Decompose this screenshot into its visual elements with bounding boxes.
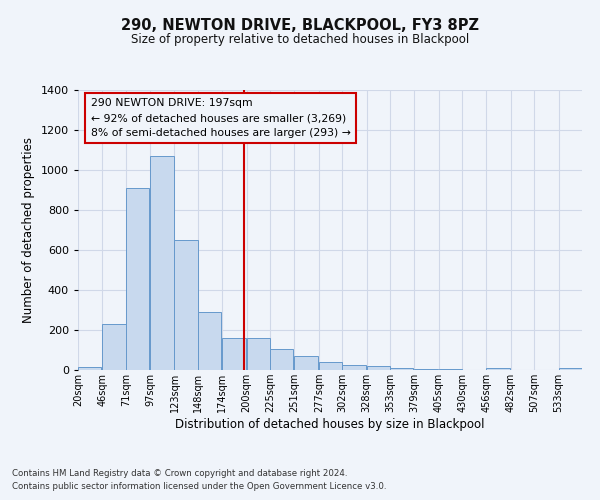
Bar — [415, 369, 438, 370]
Bar — [559, 368, 582, 370]
Bar — [270, 348, 293, 370]
Bar — [247, 338, 270, 370]
Text: Size of property relative to detached houses in Blackpool: Size of property relative to detached ho… — [131, 32, 469, 46]
Bar — [319, 362, 342, 370]
Text: Contains HM Land Registry data © Crown copyright and database right 2024.: Contains HM Land Registry data © Crown c… — [12, 468, 347, 477]
Bar — [222, 338, 245, 370]
Bar — [342, 364, 365, 370]
Bar — [150, 156, 173, 370]
Bar — [175, 240, 198, 370]
X-axis label: Distribution of detached houses by size in Blackpool: Distribution of detached houses by size … — [175, 418, 485, 431]
Bar — [103, 324, 126, 370]
Bar — [126, 188, 149, 370]
Bar — [439, 369, 462, 370]
Text: 290, NEWTON DRIVE, BLACKPOOL, FY3 8PZ: 290, NEWTON DRIVE, BLACKPOOL, FY3 8PZ — [121, 18, 479, 32]
Text: 290 NEWTON DRIVE: 197sqm
← 92% of detached houses are smaller (3,269)
8% of semi: 290 NEWTON DRIVE: 197sqm ← 92% of detach… — [91, 98, 350, 138]
Bar — [78, 367, 101, 370]
Bar — [198, 312, 221, 370]
Bar — [295, 356, 318, 370]
Text: Contains public sector information licensed under the Open Government Licence v3: Contains public sector information licen… — [12, 482, 386, 491]
Bar — [487, 368, 510, 370]
Bar — [390, 368, 413, 370]
Y-axis label: Number of detached properties: Number of detached properties — [22, 137, 35, 323]
Bar — [367, 366, 390, 370]
